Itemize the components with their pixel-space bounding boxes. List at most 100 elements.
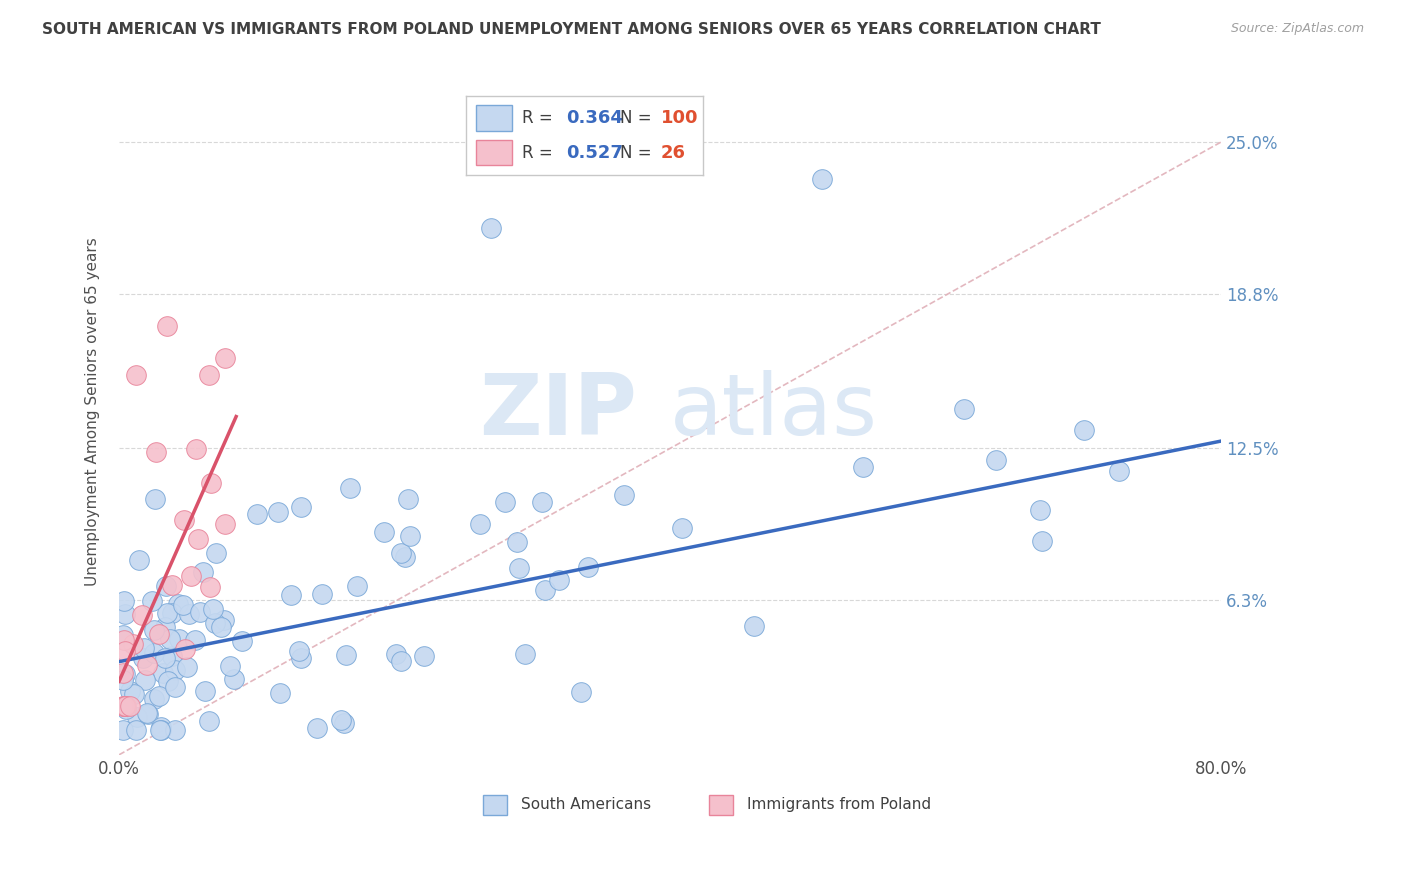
Point [118, 698, 141, 713]
Point [194, 683, 217, 698]
Point [198, 714, 221, 728]
Point [205, 546, 228, 560]
Point [200, 580, 222, 594]
Text: atlas: atlas [671, 370, 877, 453]
Point [184, 633, 207, 648]
Point [145, 444, 167, 458]
Point [280, 588, 302, 602]
Point [290, 500, 312, 515]
Point [231, 633, 253, 648]
Point [508, 561, 530, 575]
Point [214, 517, 236, 532]
Point [114, 644, 136, 658]
Point [135, 658, 157, 673]
Point [391, 546, 413, 560]
Point [115, 702, 138, 716]
Point [246, 507, 269, 521]
Point [149, 720, 172, 734]
Point [986, 452, 1008, 467]
Point [188, 605, 211, 619]
Point [269, 686, 291, 700]
Point [132, 650, 155, 665]
Point [112, 628, 135, 642]
Point [112, 698, 135, 713]
Point [160, 578, 183, 592]
Point [531, 495, 554, 509]
Point [142, 692, 165, 706]
Point [176, 660, 198, 674]
Point [389, 654, 412, 668]
Point [671, 521, 693, 535]
Text: SOUTH AMERICAN VS IMMIGRANTS FROM POLAND UNEMPLOYMENT AMONG SENIORS OVER 65 YEAR: SOUTH AMERICAN VS IMMIGRANTS FROM POLAND… [42, 22, 1101, 37]
Point [214, 351, 236, 366]
Point [145, 492, 167, 507]
Point [136, 706, 159, 720]
Point [173, 513, 195, 527]
Point [197, 368, 219, 382]
Point [141, 594, 163, 608]
Point [166, 597, 188, 611]
Point [132, 640, 155, 655]
Point [212, 613, 235, 627]
Point [152, 666, 174, 681]
Point [112, 594, 135, 608]
Point [148, 689, 170, 703]
Point [219, 659, 242, 673]
Point [548, 573, 571, 587]
Point [470, 516, 492, 531]
Point [156, 607, 179, 621]
Point [222, 672, 245, 686]
Point [267, 505, 290, 519]
Point [177, 607, 200, 622]
Point [165, 663, 187, 677]
Point [173, 642, 195, 657]
Point [165, 723, 187, 738]
FancyBboxPatch shape [482, 796, 508, 814]
Text: Source: ZipAtlas.com: Source: ZipAtlas.com [1230, 22, 1364, 36]
Point [159, 632, 181, 646]
Point [160, 607, 183, 621]
Point [506, 535, 529, 549]
Point [156, 318, 179, 333]
Point [742, 618, 765, 632]
Point [148, 626, 170, 640]
Point [187, 532, 209, 546]
Point [209, 620, 232, 634]
Point [953, 401, 976, 416]
Text: Immigrants from Poland: Immigrants from Poland [747, 797, 931, 813]
Point [494, 494, 516, 508]
Point [172, 598, 194, 612]
Point [385, 647, 408, 661]
Point [810, 171, 832, 186]
Point [515, 647, 537, 661]
Point [576, 559, 599, 574]
Point [1073, 423, 1095, 437]
Point [290, 650, 312, 665]
Point [373, 525, 395, 540]
Text: ZIP: ZIP [479, 370, 637, 453]
Point [191, 566, 214, 580]
Point [287, 643, 309, 657]
Point [311, 587, 333, 601]
Point [1108, 464, 1130, 478]
Point [124, 368, 146, 382]
Point [143, 646, 166, 660]
Point [1031, 534, 1053, 549]
Point [134, 673, 156, 687]
Point [153, 620, 176, 634]
Point [200, 475, 222, 490]
Point [122, 637, 145, 651]
Point [201, 602, 224, 616]
Point [569, 685, 592, 699]
Point [204, 615, 226, 630]
Point [330, 713, 353, 727]
Point [112, 698, 135, 713]
Point [114, 607, 136, 621]
Point [165, 680, 187, 694]
Point [125, 723, 148, 738]
Text: South Americans: South Americans [522, 797, 651, 813]
Point [112, 665, 135, 680]
Point [112, 633, 135, 648]
Point [305, 721, 328, 735]
Point [128, 553, 150, 567]
